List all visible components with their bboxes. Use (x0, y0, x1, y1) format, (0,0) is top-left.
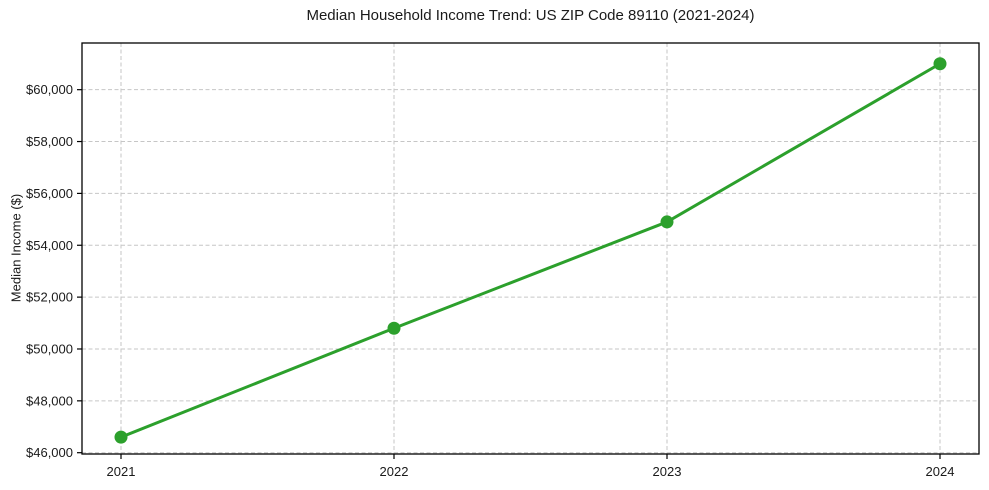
y-tick-label: $54,000 (26, 238, 73, 253)
y-tick-label: $50,000 (26, 341, 73, 356)
plot-frame (81, 42, 980, 455)
y-tick-label: $46,000 (26, 445, 73, 460)
x-tick-label: 2023 (653, 464, 682, 479)
y-tick-label: $56,000 (26, 186, 73, 201)
y-tick-label: $48,000 (26, 393, 73, 408)
chart-title: Median Household Income Trend: US ZIP Co… (306, 7, 755, 24)
income-trend-line (119, 62, 942, 439)
y-tick-label: $60,000 (26, 82, 73, 97)
data-point-marker (114, 430, 128, 444)
data-point-marker (387, 321, 401, 335)
data-point-marker (933, 57, 947, 71)
y-tick-label: $58,000 (26, 134, 73, 149)
x-tick-label: 2022 (380, 464, 409, 479)
y-tick-label: $52,000 (26, 290, 73, 305)
x-tick-label: 2024 (926, 464, 955, 479)
data-point-marker (660, 215, 674, 229)
x-tick-label: 2021 (107, 464, 136, 479)
